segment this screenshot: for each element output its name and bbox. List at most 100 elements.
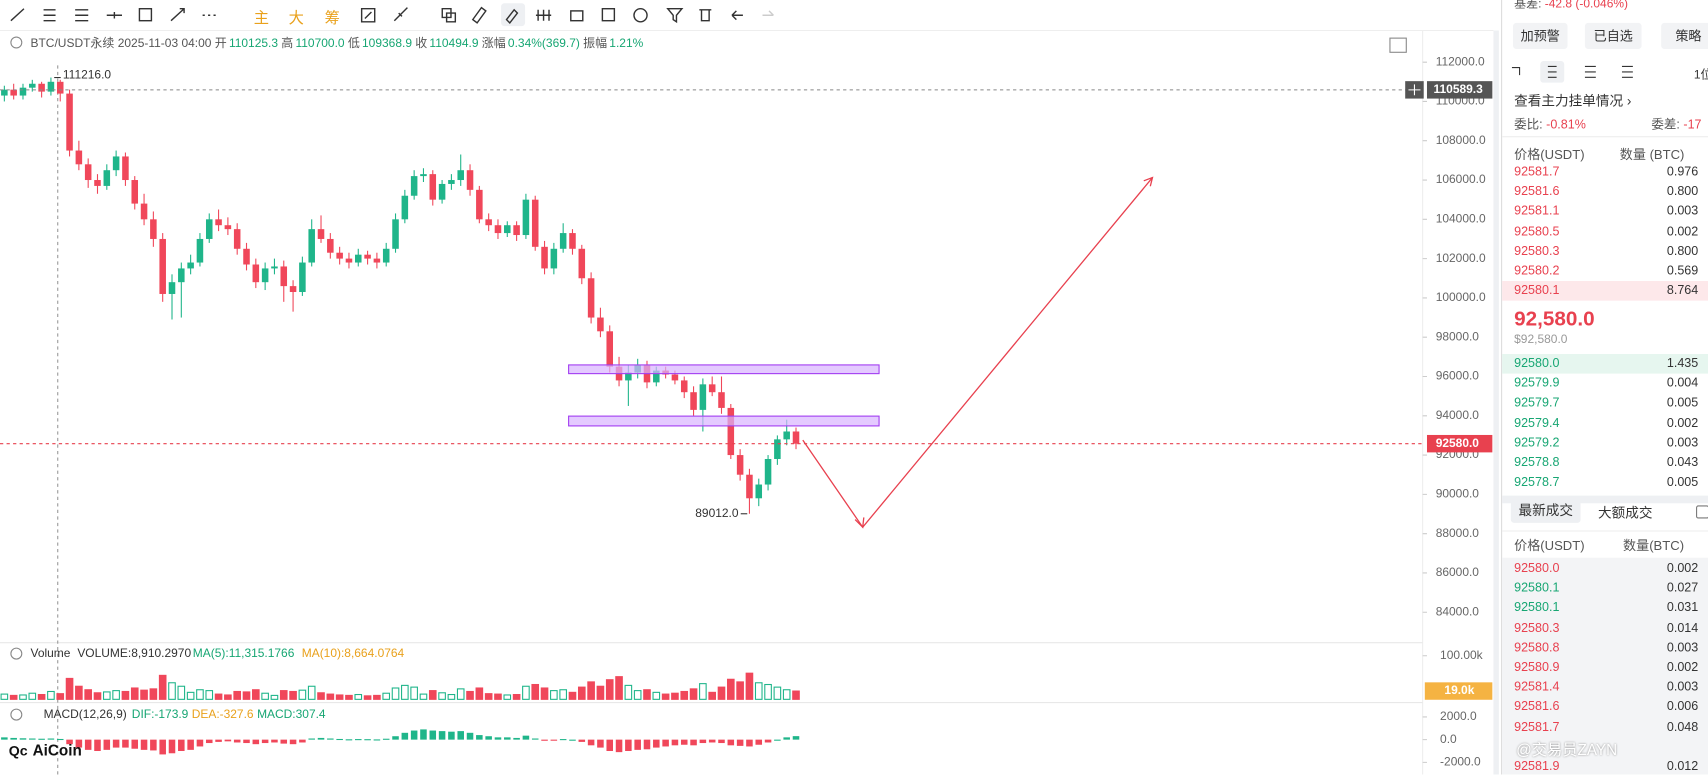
trade-qty: 0.002 [1666, 661, 1699, 675]
last-price: 92,580.0 [1514, 308, 1595, 332]
macd-tick-label: 2000.0 [1440, 709, 1477, 723]
book-qty: 1.435 [1666, 357, 1699, 371]
macd-bar [466, 732, 474, 740]
y-tick-label: 112000.0 [1436, 54, 1485, 68]
depth-link-text[interactable]: 查看主力挂单情况 [1514, 93, 1624, 109]
volume-bar [773, 686, 782, 700]
candle-body [103, 170, 111, 186]
candle-body [280, 266, 288, 287]
volume-bar [736, 681, 744, 700]
volume-bar [643, 689, 651, 700]
trade-price: 92581.4 [1514, 681, 1560, 695]
alert-button[interactable]: 加预警 [1513, 22, 1568, 50]
candle-body [19, 87, 27, 96]
candle-body [690, 392, 697, 410]
candle-body [606, 331, 614, 367]
info-label: 收 [415, 37, 428, 51]
toolbar-big[interactable]: 大 [288, 8, 304, 27]
book-qty: 8.764 [1666, 284, 1699, 298]
book-qty: 0.976 [1666, 165, 1699, 179]
trade-qty: 0.014 [1666, 621, 1699, 635]
macd-bar [392, 736, 399, 740]
checkbox[interactable] [1696, 505, 1708, 519]
macd-bar [29, 738, 36, 740]
trade-qty: 0.027 [1666, 581, 1699, 595]
trade-qty: 0.006 [1666, 700, 1699, 714]
candle-body [587, 278, 595, 318]
collapse-icon[interactable] [10, 708, 23, 721]
tab-large[interactable]: 大额成交 [1598, 505, 1653, 521]
book-price: 92579.4 [1514, 416, 1560, 430]
candle-body [150, 219, 157, 239]
candle-body [327, 238, 334, 253]
collapse-icon[interactable] [10, 36, 23, 49]
plot: 112000.0110000.0108000.0106000.0104000.0… [0, 54, 1493, 769]
macd-bar [299, 739, 306, 743]
bid-diff: 委差: -17 [1651, 115, 1701, 132]
macd-title: MACD(12,26,9) [44, 707, 127, 721]
volume-bar [28, 692, 37, 700]
macd-bar [606, 739, 614, 752]
volume-bar [317, 692, 325, 700]
y-tick-label: 98000.0 [1436, 329, 1480, 343]
current-price-tag-bg [1426, 434, 1493, 453]
zone-box[interactable] [568, 415, 880, 427]
fullscreen-icon[interactable] [1389, 37, 1407, 53]
book-view-icons[interactable] [1509, 61, 1651, 83]
macd-bar [438, 731, 446, 740]
volume-bar [279, 690, 288, 700]
depth-link[interactable]: 查看主力挂单情况 › [1514, 93, 1632, 109]
macd-bar [382, 738, 390, 740]
macd-bar [252, 739, 260, 745]
collapse-icon[interactable] [10, 647, 23, 660]
candle-body [494, 225, 502, 234]
candle-body [355, 254, 362, 263]
info-value: 110700.0 [295, 37, 345, 51]
candle-body [783, 431, 790, 440]
candle-body [559, 233, 567, 249]
zone-box[interactable] [568, 364, 880, 375]
trade-row: 92580.3 0.014 [1502, 618, 1708, 638]
volume-bar [177, 685, 186, 700]
trades-bg [1502, 557, 1708, 775]
volume-bar [47, 690, 55, 700]
candle-body [299, 262, 306, 293]
info-label: 开 [214, 37, 227, 51]
candle-body [140, 203, 148, 220]
macd-bar [448, 731, 455, 740]
arrow-head [854, 176, 1154, 529]
divider [1502, 136, 1708, 138]
candle-body [466, 170, 474, 190]
macd-bar [38, 738, 45, 740]
book-row: 92579.9 0.004 [1502, 374, 1708, 394]
info-label: 振幅 [583, 37, 608, 51]
candle-body [38, 83, 45, 92]
toolbar-main[interactable]: 主 [253, 8, 270, 27]
toolbar-chips[interactable]: 筹 [324, 8, 340, 27]
book-price: 92581.6 [1514, 185, 1560, 199]
book-qty: 0.005 [1666, 476, 1699, 490]
candle-body [382, 248, 390, 263]
candle-body [252, 264, 260, 283]
macd-bar [727, 739, 735, 746]
book-row: 92579.7 0.005 [1502, 394, 1708, 414]
strategy-button[interactable]: 策略 [1661, 22, 1708, 50]
volume-bar [196, 689, 204, 700]
volume-bar [205, 690, 214, 700]
book-qty: 0.003 [1666, 205, 1699, 219]
candle-body [224, 225, 232, 230]
depth-unit[interactable]: 1位 [1693, 68, 1708, 82]
volume-bar [550, 690, 558, 700]
volume-bar [298, 689, 307, 700]
toolbar-icons[interactable] [10, 3, 774, 27]
macd-tick-label: -2000.0 [1440, 755, 1481, 769]
candle-body [699, 384, 707, 410]
tab-latest[interactable]: 最新成交 [1510, 498, 1581, 523]
watermark-author: @交易员ZAYN [1516, 740, 1618, 759]
trade-price: 92580.1 [1514, 601, 1560, 615]
candle-body [159, 238, 166, 294]
watch-button[interactable]: 已自选 [1584, 22, 1642, 50]
macd-bar [150, 739, 157, 751]
macd-bar [401, 732, 409, 740]
